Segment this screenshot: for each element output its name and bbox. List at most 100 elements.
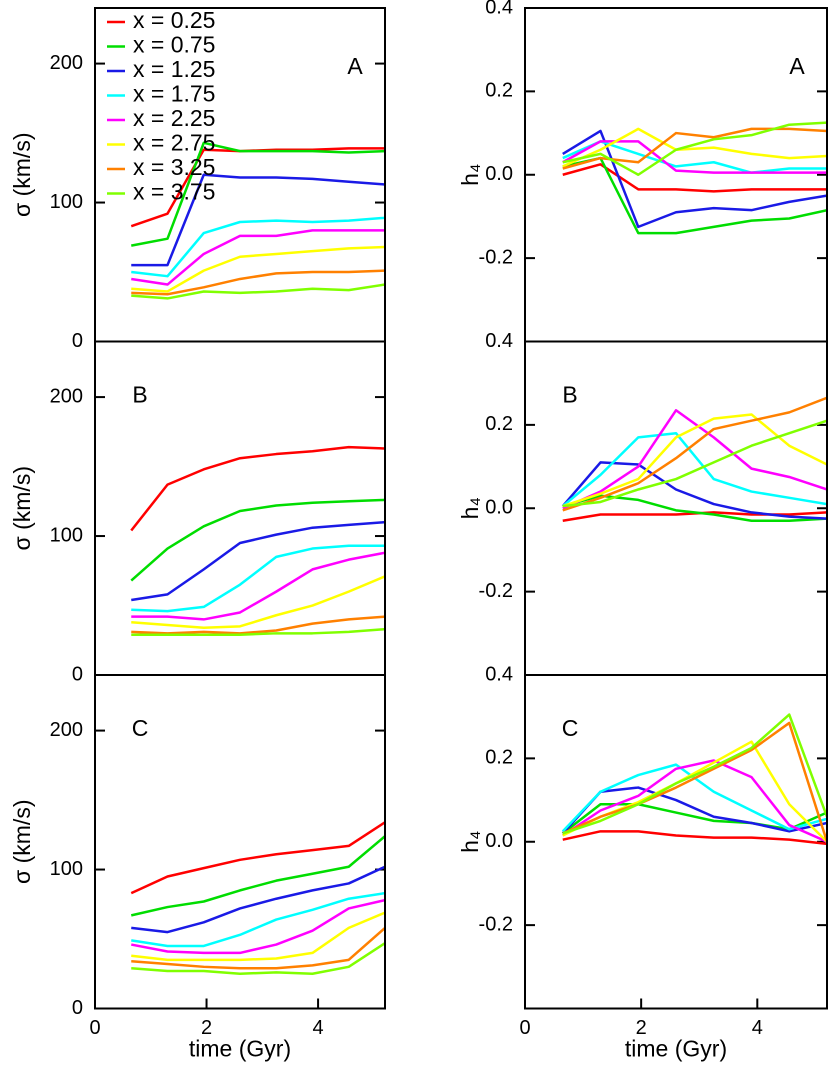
panel: -0.2 0.0 0.2 0.4 Bh₄ (457, 330, 828, 676)
legend-label: x = 2.25 (133, 105, 215, 131)
y-tick-label: 200 (50, 52, 83, 74)
series-line (562, 409, 827, 510)
y-tick-label: 0 (72, 997, 83, 1019)
panel-frame (524, 674, 828, 1010)
x-tick-label: 4 (752, 1017, 763, 1039)
y-tick-label: -0.2 (479, 246, 513, 268)
series-line (131, 926, 385, 970)
series-line (562, 140, 827, 174)
series-line (130, 445, 385, 532)
x-tick-label: 0 (519, 1017, 530, 1039)
series-line (561, 786, 827, 835)
y-tick-label: 100 (50, 524, 83, 546)
y-tick-label: 0 (72, 663, 83, 685)
plot-area (130, 141, 385, 300)
series-line (561, 431, 827, 508)
y-tick-label: 200 (50, 385, 83, 407)
y-tick-label: 200 (50, 719, 83, 741)
series-line (130, 835, 385, 917)
panel: -0.2 0.0 0.2 0.4 Ah₄ (457, 0, 828, 343)
legend-label: x = 1.75 (133, 81, 215, 107)
panel-label: C (132, 715, 149, 741)
series-line (131, 544, 385, 613)
y-tick-label: 0.0 (485, 163, 513, 185)
legend-label: x = 3.75 (133, 179, 215, 205)
y-tick-label: 100 (50, 191, 83, 213)
y-tick-label: 0.4 (485, 330, 513, 352)
y-axis-label: σ (km/s) (9, 800, 35, 884)
legend-label: x = 0.25 (133, 7, 215, 33)
panel: 0 100 200 Aσ (km/s) x = 0.25x = 0.75x = 1.25… (9, 7, 386, 352)
y-axis-label: σ (km/s) (9, 466, 35, 550)
series-line (131, 229, 385, 286)
legend-label: x = 1.25 (133, 56, 215, 82)
series-line (562, 413, 827, 508)
legend-label: x = 0.75 (133, 32, 215, 58)
series-line (562, 121, 827, 176)
plot-area (130, 821, 385, 976)
series-line (131, 575, 385, 630)
series-line (562, 759, 827, 843)
y-tick-label: 0.2 (485, 80, 513, 102)
y-axis-label: σ (km/s) (9, 133, 35, 217)
x-tick-label: 0 (89, 1017, 100, 1039)
series-line (131, 911, 385, 962)
plot-area (561, 396, 827, 523)
y-tick-label: 0.0 (485, 830, 513, 852)
legend: x = 0.25x = 0.75x = 1.25x = 1.75x = 2.25… (107, 7, 215, 205)
series-line (562, 713, 827, 835)
series-line (131, 942, 385, 976)
panel-frame (524, 7, 828, 343)
y-tick-label: 0.0 (485, 497, 513, 519)
plot-area (561, 713, 827, 846)
y-axis-label: h₄ (457, 497, 483, 519)
y-axis-label: h₄ (457, 831, 483, 853)
panel-label: A (789, 53, 805, 79)
series-line (131, 245, 385, 293)
series-line (562, 419, 827, 508)
y-tick-label: 0.4 (485, 0, 513, 18)
series-line (561, 461, 827, 520)
panel: -0.2 0.0 0.2 0.4 0 2 4 Ch₄ time (Gyr) (457, 663, 828, 1062)
panel-label: B (562, 382, 577, 408)
series-line (131, 269, 385, 296)
y-tick-label: 0.4 (485, 663, 513, 685)
panel-label: C (562, 715, 579, 741)
x-axis-label: time (Gyr) (625, 1036, 727, 1062)
series-line (131, 551, 385, 621)
series-line (131, 520, 385, 602)
series-line (562, 156, 827, 235)
series-line (131, 615, 385, 635)
series-line (131, 898, 385, 955)
plot-area (562, 121, 827, 235)
y-tick-label: 0 (72, 330, 83, 352)
x-tick-label: 2 (201, 1017, 212, 1039)
x-axis-label: time (Gyr) (189, 1036, 291, 1062)
legend-label: x = 3.25 (133, 154, 215, 180)
series-line (130, 498, 385, 582)
y-tick-label: -0.2 (479, 580, 513, 602)
panel-frame (94, 674, 386, 1010)
series-line (131, 216, 385, 278)
y-tick-label: 100 (50, 858, 83, 880)
y-tick-label: 0.2 (485, 747, 513, 769)
legend-label: x = 2.75 (133, 130, 215, 156)
series-line (562, 140, 827, 174)
series-line (131, 283, 385, 300)
x-tick-label: 2 (636, 1017, 647, 1039)
series-line (562, 721, 827, 843)
panel-label: B (132, 382, 147, 408)
y-tick-label: 0.2 (485, 413, 513, 435)
series-line (131, 891, 385, 948)
y-tick-label: -0.2 (479, 913, 513, 935)
y-axis-label: h₄ (457, 164, 483, 186)
series-line (131, 141, 385, 247)
series-line (562, 396, 827, 512)
series-line (131, 627, 385, 636)
panel-label: A (347, 53, 363, 79)
series-line (562, 830, 827, 846)
series-line (561, 802, 827, 835)
panel: 0 100 200 Bσ (km/s) (9, 340, 386, 685)
x-tick-label: 4 (313, 1017, 324, 1039)
